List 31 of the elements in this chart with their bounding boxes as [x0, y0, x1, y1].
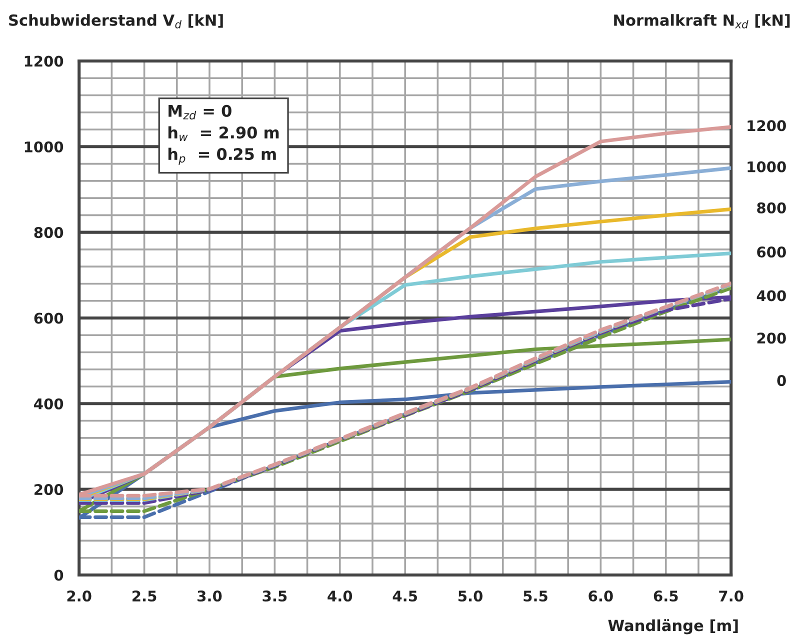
x-tick-label: 3.5 — [262, 590, 287, 602]
text: h$_{p}$ = 0.25 m — [168, 148, 276, 165]
x-tick-label: 7.0 — [719, 590, 744, 602]
y-tick-label: 200 — [34, 484, 64, 496]
x-tick-label: 5.5 — [524, 590, 548, 602]
x-tick-label: 6.5 — [654, 590, 678, 602]
y-tick-label: 0 — [54, 570, 64, 581]
x-axis-title: Wandlänge [m] — [608, 619, 738, 634]
x-tick-label: 2.5 — [132, 590, 156, 602]
x-tick-label: 5.0 — [458, 590, 483, 602]
x-tick-label: 4.0 — [328, 590, 352, 602]
x-tick-label: 6.0 — [588, 590, 613, 602]
series-label: 600 — [757, 246, 786, 258]
annotation: M$_{zd}$ = 0 — [168, 104, 232, 120]
y-tick-label: 1000 — [24, 141, 64, 152]
x-tick-label: 3.0 — [198, 590, 222, 602]
series-label: 1200 — [748, 120, 786, 132]
y-tick-label: 600 — [34, 312, 64, 324]
x-tick-label: 2.0 — [67, 590, 92, 602]
series-label: 400 — [756, 290, 786, 302]
series-label: 800 — [757, 202, 786, 214]
text: 0 — [777, 375, 786, 386]
legend-title: Normalkraft N$_{xd}$ [kN] — [614, 14, 790, 28]
x-tick-label: 4.5 — [392, 590, 417, 602]
y-tick-label: 800 — [34, 227, 64, 238]
annotation: h$_{w}$ = 2.90 m — [168, 126, 279, 141]
y-tick-label: 1200 — [24, 56, 64, 67]
series-label: 200 — [757, 332, 786, 344]
y-axis-title: Schubwiderstand V$_{d}$ [kN] — [9, 14, 223, 28]
series-label: 1000 — [748, 161, 786, 172]
y-tick-label: 400 — [34, 398, 64, 410]
